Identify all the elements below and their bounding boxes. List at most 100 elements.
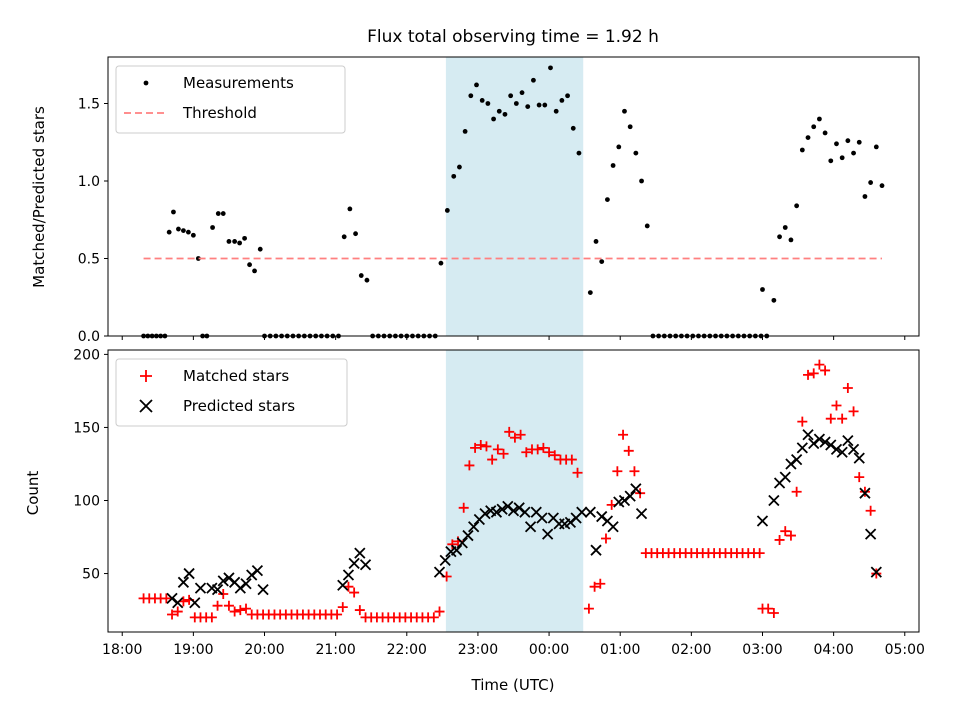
bottom-predicted-stars-point <box>618 494 631 507</box>
top-measurements-point <box>627 124 633 130</box>
bottom-matched-stars-point <box>349 587 360 598</box>
bottom-legend-box <box>115 358 348 427</box>
bottom-matched-stars-point <box>572 467 583 478</box>
bottom-predicted-stars-point <box>847 443 860 455</box>
bottom-predicted-stars-point <box>177 576 190 588</box>
top-measurements-point <box>226 239 232 244</box>
bottom-predicted-stars-point <box>450 544 463 556</box>
bottom-x-tick-label: 22:00 <box>387 642 427 658</box>
top-measurements-point <box>468 93 474 99</box>
bottom-matched-stars-point <box>544 447 555 458</box>
top-measurements-point <box>542 102 548 108</box>
bottom-predicted-stars-point <box>337 579 349 591</box>
top-y-tick-label: 0.0 <box>78 329 100 345</box>
bottom-matched-stars-point <box>235 605 246 616</box>
top-measurements-point <box>559 98 565 103</box>
top-measurements-point <box>462 129 468 134</box>
top-measurements-point <box>536 102 542 108</box>
bottom-predicted-stars-point <box>433 566 446 578</box>
bottom-predicted-stars-point <box>785 458 797 470</box>
bottom-x-tick-label: 20:00 <box>244 642 284 658</box>
bottom-matched-stars-point <box>206 612 217 623</box>
top-measurements-point <box>782 225 788 230</box>
top-measurements-point <box>633 150 639 156</box>
bottom-matched-stars-point <box>583 603 594 614</box>
top-measurements-point <box>553 108 559 114</box>
bottom-predicted-stars-point <box>830 443 843 455</box>
top-y-tick-label: 1.0 <box>78 174 100 190</box>
top-measurements-point <box>845 138 851 144</box>
top-legend-marker <box>143 80 149 86</box>
top-measurements-point <box>834 141 839 147</box>
top-measurements-point <box>485 101 491 106</box>
top-measurements-point <box>210 225 215 230</box>
bottom-matched-stars-point <box>167 609 178 620</box>
bottom-predicted-stars-point <box>864 528 877 540</box>
top-measurements-point <box>502 111 508 117</box>
top-measurements-point <box>479 98 485 103</box>
top-measurements-point <box>828 158 834 164</box>
bottom-matched-stars-point <box>464 460 475 471</box>
bottom-matched-stars-point <box>532 444 543 455</box>
bottom-matched-stars-point <box>337 602 348 613</box>
bottom-matched-stars-point <box>629 466 640 477</box>
bottom-predicted-stars-point <box>240 578 252 590</box>
bottom-matched-stars-point <box>509 432 520 443</box>
top-measurements-point <box>565 93 570 99</box>
bottom-matched-stars-point <box>566 454 577 465</box>
bottom-predicted-stars-point <box>791 453 803 466</box>
bottom-matched-stars-point <box>820 365 831 376</box>
bottom-matched-stars-point <box>354 605 365 616</box>
bottom-predicted-stars-point <box>234 582 246 594</box>
bottom-predicted-stars-point <box>813 433 826 445</box>
top-measurements-point <box>788 237 794 243</box>
bottom-matched-stars-point <box>172 606 183 617</box>
top-measurements-point <box>237 240 243 246</box>
top-measurements-point <box>181 228 186 234</box>
top-measurements-point <box>593 239 599 244</box>
bottom-matched-stars-point <box>848 406 859 417</box>
bottom-matched-stars-point <box>521 447 532 458</box>
top-measurements-point <box>576 150 582 156</box>
bottom-predicted-stars-point <box>768 494 780 507</box>
top-measurements-point <box>777 234 782 240</box>
bottom-predicted-stars-point <box>456 537 468 549</box>
top-measurements-point <box>358 273 364 278</box>
bottom-x-tick-label: 18:00 <box>102 642 142 658</box>
bottom-matched-stars-point <box>434 606 445 617</box>
bottom-x-tick-label: 05:00 <box>885 642 925 658</box>
top-measurements-point <box>513 101 519 106</box>
bottom-matched-stars-point <box>780 526 791 537</box>
top-chart-y-axis-label: Matched/Predicted stars <box>30 106 48 288</box>
top-measurements-point <box>868 180 874 185</box>
bottom-predicted-stars-point <box>796 442 808 454</box>
top-measurements-point <box>247 262 252 268</box>
top-measurements-point <box>252 268 257 274</box>
bottom-predicted-stars-point <box>584 506 596 518</box>
bottom-matched-stars-point <box>859 486 870 497</box>
bottom-predicted-stars-point <box>596 510 608 523</box>
top-measurements-point <box>341 234 347 240</box>
bottom-matched-stars-point <box>618 429 629 440</box>
bottom-predicted-stars-point <box>536 512 548 524</box>
bottom-predicted-stars-point <box>246 569 258 581</box>
top-measurements-point <box>519 90 525 96</box>
bottom-matched-stars-point <box>475 439 486 450</box>
bottom-matched-stars-point <box>623 445 634 456</box>
bottom-matched-stars-point <box>332 609 343 620</box>
bottom-predicted-stars-point <box>359 559 372 571</box>
bottom-matched-stars-point <box>447 539 458 550</box>
top-measurements-point <box>862 194 868 199</box>
top-measurements-point <box>347 206 353 212</box>
bottom-predicted-stars-point <box>183 567 195 580</box>
top-measurements-point <box>616 144 622 150</box>
bottom-predicted-stars-point <box>756 515 769 527</box>
bottom-predicted-stars-point <box>859 487 871 499</box>
top-y-tick-label: 0.5 <box>78 252 100 268</box>
bottom-matched-stars-point <box>831 400 842 411</box>
top-measurements-point <box>587 290 593 295</box>
top-measurements-point <box>639 178 644 184</box>
top-measurements-point <box>531 77 536 83</box>
top-measurements-point <box>760 287 765 292</box>
